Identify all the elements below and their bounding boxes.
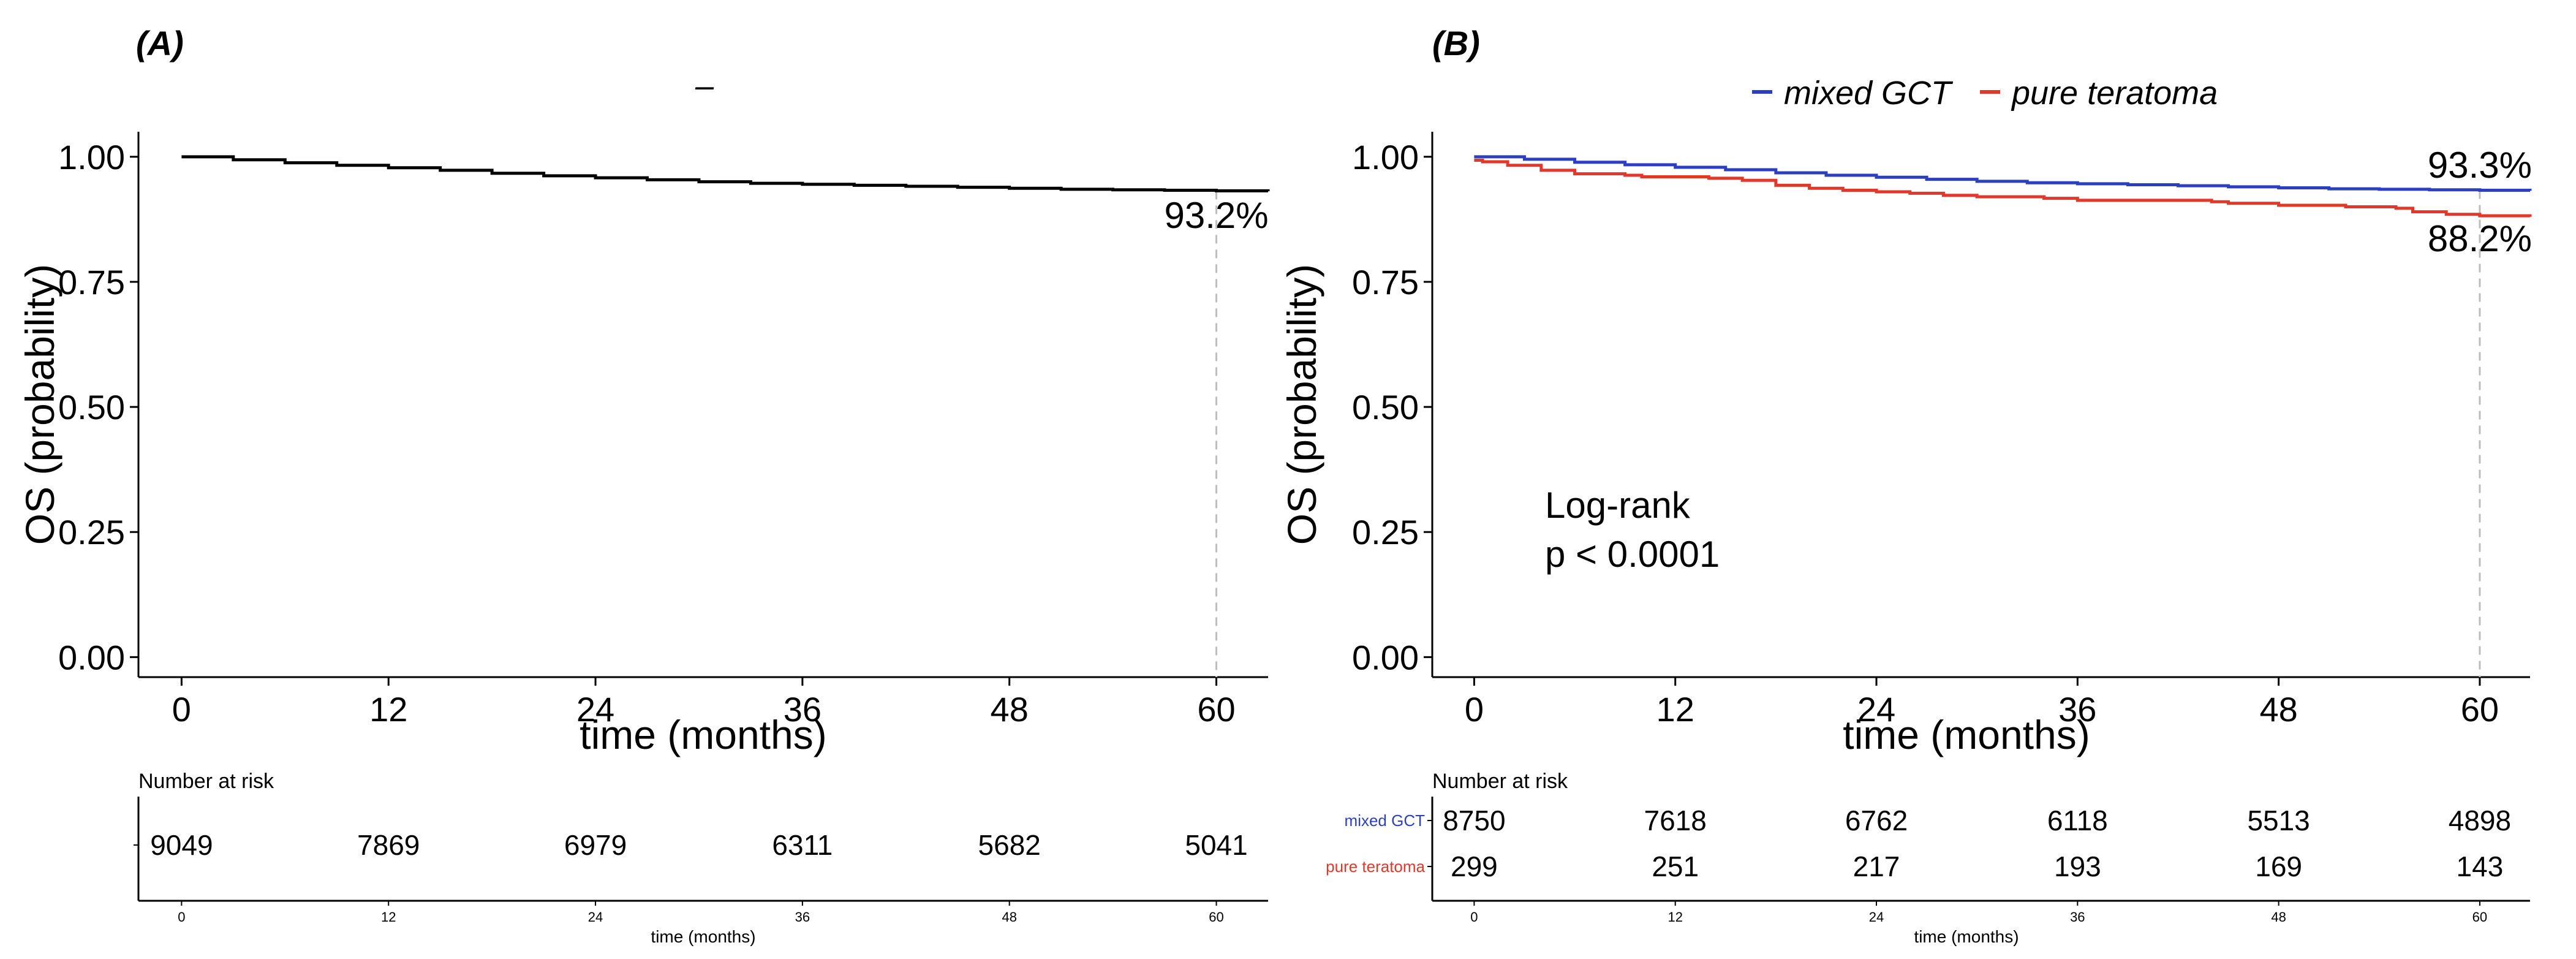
risk-count: 8750 xyxy=(1443,805,1505,836)
y-axis-title-b: OS (probability) xyxy=(1279,264,1324,545)
y-tick-label: 0.00 xyxy=(1352,638,1419,677)
risk-count: 6118 xyxy=(2047,805,2108,836)
risk-table-title-b: Number at risk xyxy=(1432,770,1568,793)
survival-percent-label: 93.2% xyxy=(1164,195,1268,236)
risk-table-xlabel-b: time (months) xyxy=(1914,927,2019,946)
risk-count: 217 xyxy=(1853,851,1900,882)
x-tick-label: 0 xyxy=(172,690,191,729)
risk-count: 251 xyxy=(1652,851,1699,882)
risk-table-tick-label: 48 xyxy=(2271,909,2286,925)
risk-table-tick-label: 24 xyxy=(588,909,603,925)
legend-label-mixed-gct: mixed GCT xyxy=(1784,75,1954,112)
y-tick-label: 0.25 xyxy=(58,513,125,552)
risk-count: 7618 xyxy=(1644,805,1707,836)
risk-count: 143 xyxy=(2457,851,2504,882)
x-tick-label: 24 xyxy=(1857,690,1895,729)
survival-percent-label: 88.2% xyxy=(2428,218,2532,259)
risk-table-tick-label: 0 xyxy=(1470,909,1478,925)
y-tick-label: 0.75 xyxy=(1352,263,1419,301)
risk-table-xlabel-a: time (months) xyxy=(651,927,755,946)
risk-table-tick-label: 12 xyxy=(1668,909,1682,925)
y-tick-label: 0.50 xyxy=(1352,388,1419,426)
y-tick-label: 1.00 xyxy=(1352,138,1419,176)
risk-count: 6979 xyxy=(564,829,627,861)
y-tick-label: 0.25 xyxy=(1352,513,1419,552)
legend-mark-a: – xyxy=(695,67,714,104)
log-rank-annotation: p < 0.0001 xyxy=(1545,534,1720,575)
risk-table-tick-label: 12 xyxy=(381,909,396,925)
panel-label-a: (A) xyxy=(136,24,184,63)
km-figure: (A) – OS (probability) time (months) Num… xyxy=(0,0,2576,959)
risk-table-tick-label: 60 xyxy=(2472,909,2487,925)
panel-label-b: (B) xyxy=(1432,24,1480,63)
risk-table-tick-label: 36 xyxy=(2070,909,2085,925)
risk-table-tick-label: 48 xyxy=(1002,909,1016,925)
risk-count: 7869 xyxy=(357,829,420,861)
x-tick-label: 48 xyxy=(2259,690,2297,729)
legend-label-pure-teratoma: pure teratoma xyxy=(2011,75,2218,112)
risk-count: 5041 xyxy=(1185,829,1247,861)
y-axis-title-a: OS (probability) xyxy=(17,264,62,545)
x-tick-label: 0 xyxy=(1465,690,1484,729)
risk-count: 193 xyxy=(2054,851,2101,882)
x-tick-label: 48 xyxy=(991,690,1029,729)
risk-count: 6311 xyxy=(772,829,833,861)
risk-count: 9049 xyxy=(150,829,213,861)
risk-count: 5513 xyxy=(2247,805,2310,836)
y-tick-label: 1.00 xyxy=(58,138,125,176)
log-rank-annotation: Log-rank xyxy=(1545,485,1691,526)
risk-row-label: mixed GCT xyxy=(1345,811,1426,830)
risk-table-tick-label: 24 xyxy=(1869,909,1884,925)
survival-percent-label: 93.3% xyxy=(2428,145,2532,186)
x-tick-label: 36 xyxy=(784,690,822,729)
risk-table-tick-label: 0 xyxy=(178,909,185,925)
y-tick-label: 0.75 xyxy=(58,263,125,301)
risk-count: 5682 xyxy=(978,829,1041,861)
x-tick-label: 12 xyxy=(369,690,407,729)
risk-table-tick-label: 60 xyxy=(1209,909,1223,925)
y-tick-label: 0.00 xyxy=(58,638,125,677)
y-tick-label: 0.50 xyxy=(58,388,125,426)
risk-table-tick-label: 36 xyxy=(795,909,810,925)
risk-row-label: pure teratoma xyxy=(1326,857,1425,876)
x-tick-label: 36 xyxy=(2058,690,2096,729)
risk-table-title-a: Number at risk xyxy=(138,770,274,793)
risk-count: 6762 xyxy=(1845,805,1908,836)
x-tick-label: 60 xyxy=(2461,690,2499,729)
x-tick-label: 12 xyxy=(1656,690,1694,729)
x-tick-label: 60 xyxy=(1197,690,1235,729)
x-tick-label: 24 xyxy=(576,690,614,729)
risk-count: 169 xyxy=(2255,851,2302,882)
risk-count: 299 xyxy=(1451,851,1498,882)
risk-count: 4898 xyxy=(2449,805,2511,836)
